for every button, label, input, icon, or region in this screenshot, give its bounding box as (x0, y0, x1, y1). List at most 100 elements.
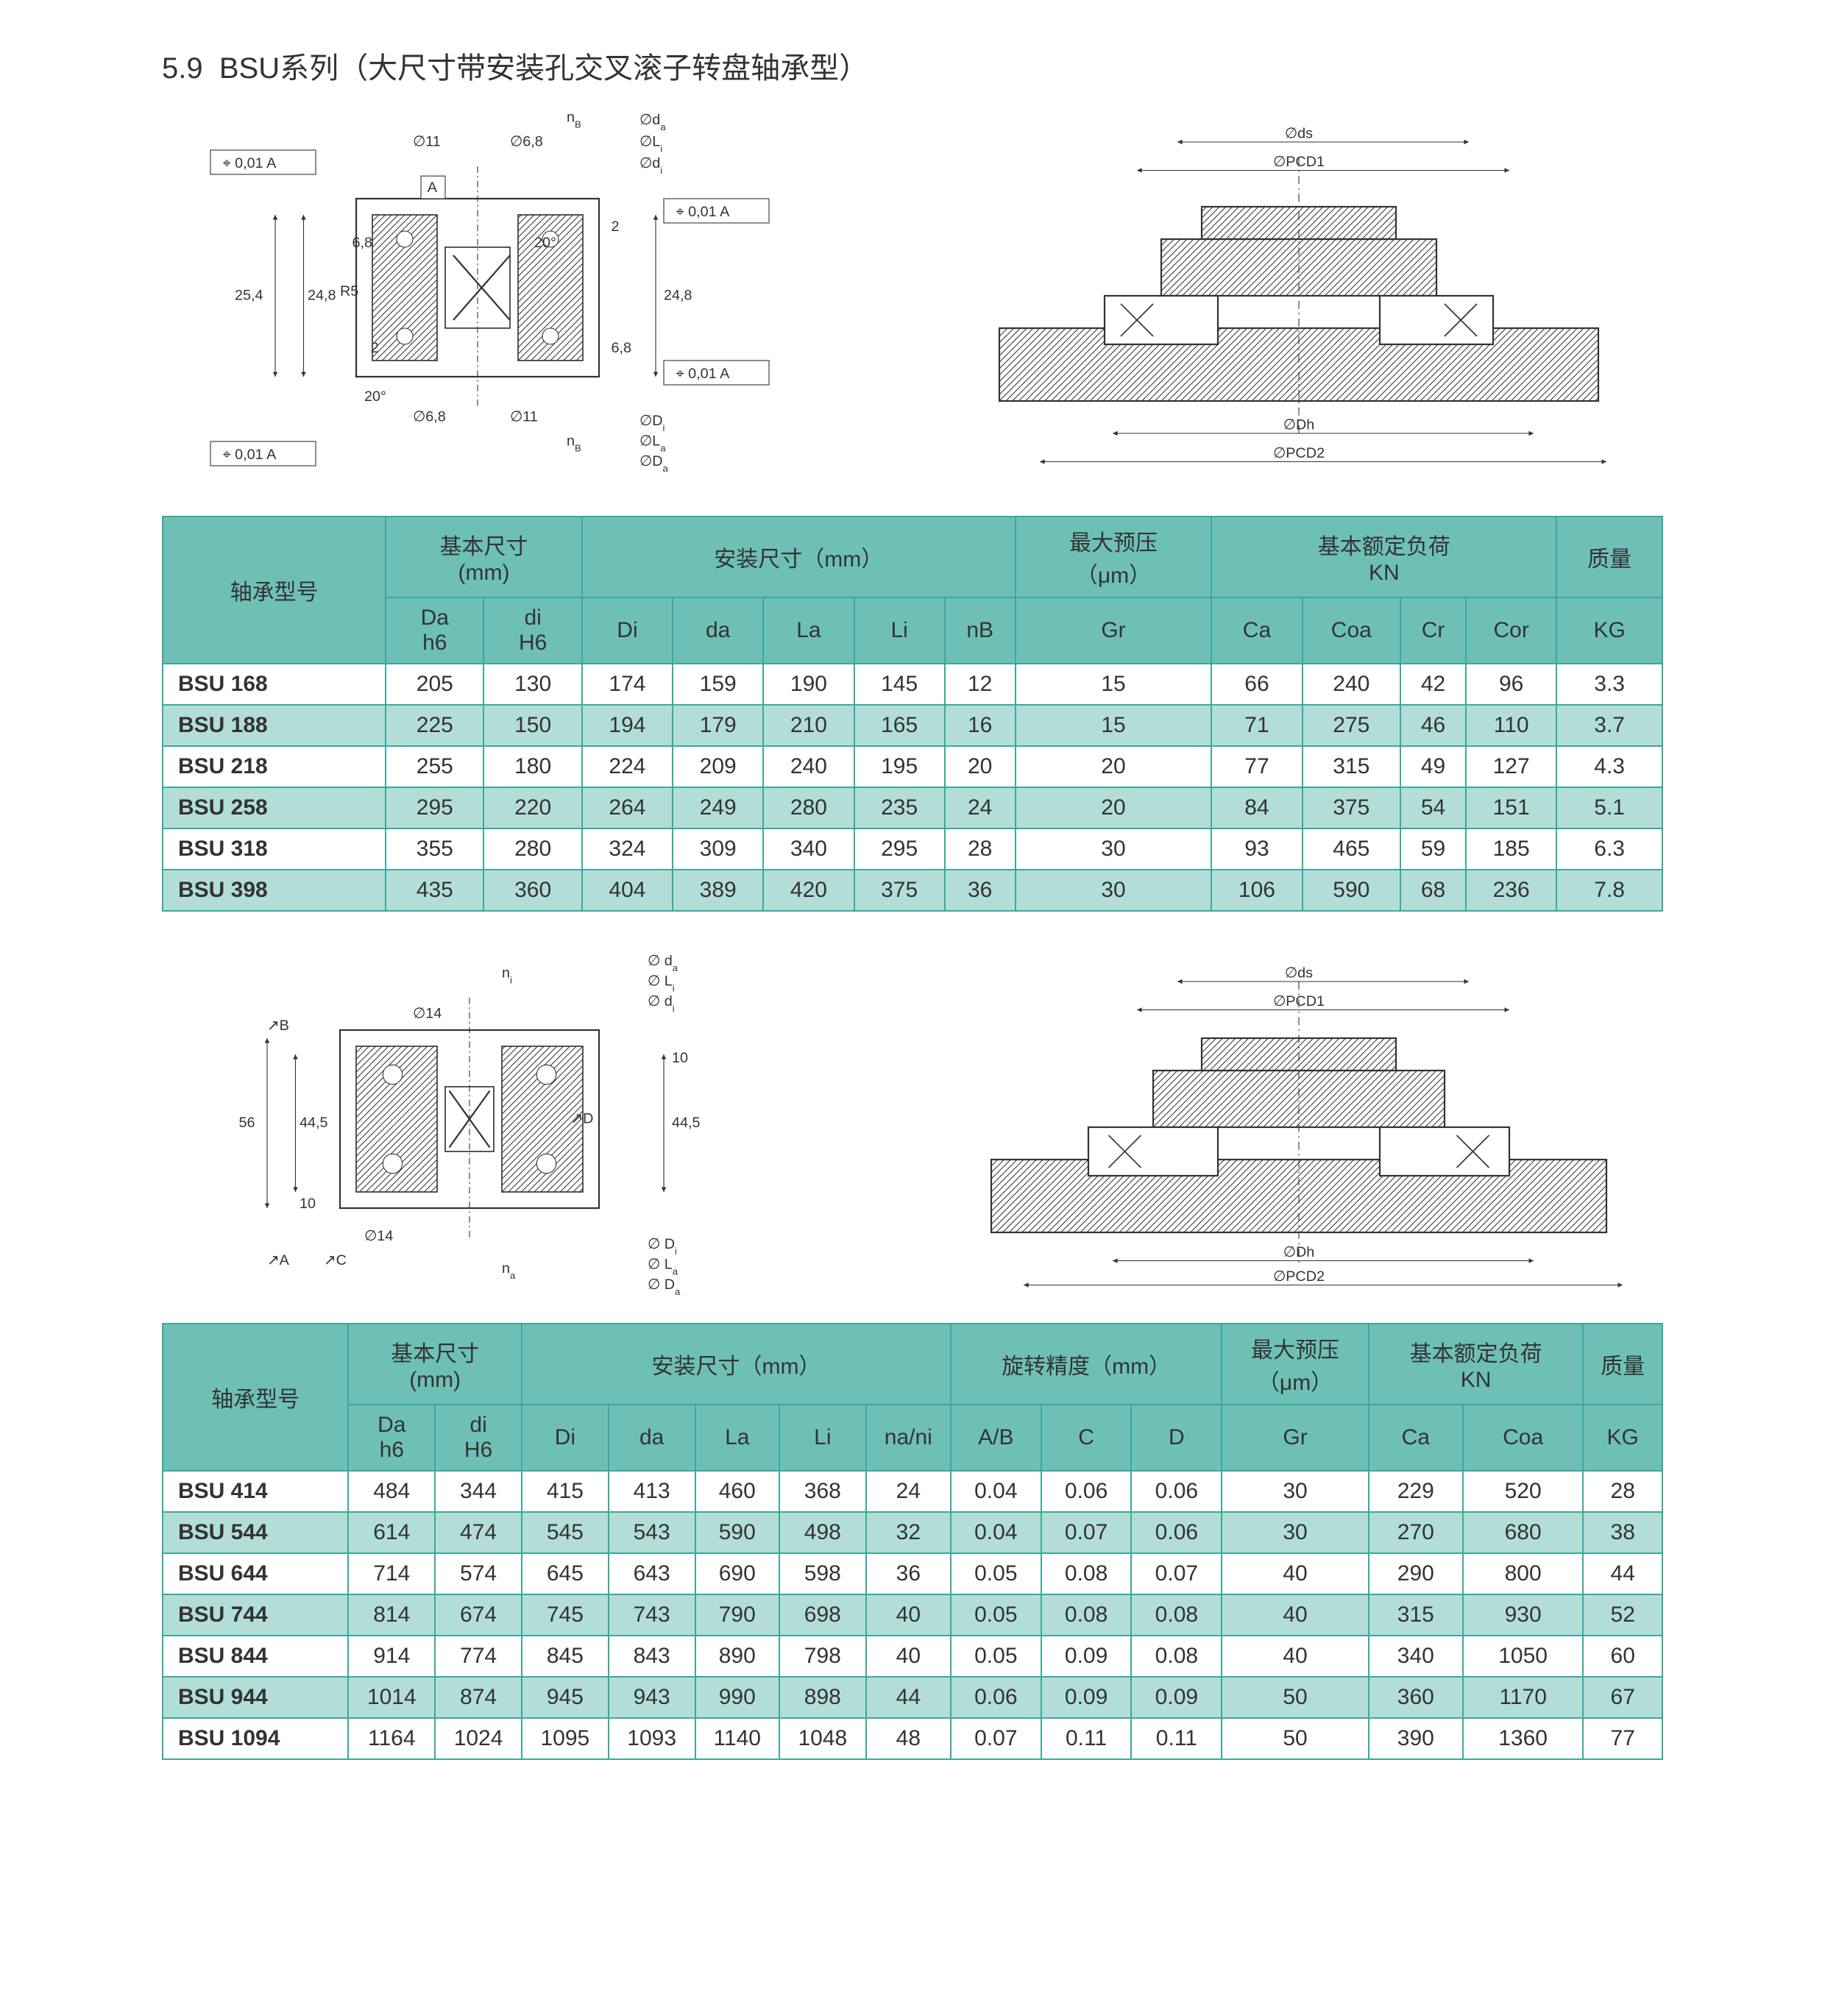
svg-text:24,8: 24,8 (308, 288, 336, 304)
t1-hdr-model: 轴承型号 (163, 517, 386, 664)
svg-text:↗C: ↗C (324, 1252, 347, 1268)
t1-hdr-Coa: Coa (1303, 597, 1400, 664)
section-title: 5.9 BSU系列（大尺寸带安装孔交叉滚子转盘轴承型） (162, 44, 1663, 87)
data-cell: 130 (483, 664, 581, 705)
data-cell: 574 (435, 1553, 522, 1594)
svg-text:ni: ni (502, 965, 512, 986)
data-cell: 84 (1211, 787, 1302, 828)
svg-text:24,8: 24,8 (664, 288, 692, 304)
data-cell: 40 (1222, 1553, 1369, 1594)
t1-hdr-Li: Li (854, 597, 945, 664)
data-cell: 0.06 (951, 1677, 1041, 1718)
diagram-assembly-2: ∅ds ∅PCD1 ∅Dh ∅PCD2 (935, 941, 1663, 1301)
svg-text:⌖ 0,01 A: ⌖ 0,01 A (223, 447, 277, 463)
data-cell: 195 (854, 746, 945, 787)
t2-hdr-La: La (695, 1405, 779, 1471)
data-cell: 355 (386, 828, 483, 870)
t1-hdr-KG: KG (1556, 597, 1662, 664)
data-cell: 598 (779, 1553, 866, 1594)
data-cell: 77 (1583, 1718, 1662, 1759)
data-cell: 235 (854, 787, 945, 828)
model-cell: BSU 844 (163, 1636, 348, 1677)
data-cell: 209 (673, 746, 763, 787)
t2-hdr-Gr: Gr (1222, 1405, 1369, 1471)
data-cell: 774 (435, 1636, 522, 1677)
data-cell: 54 (1400, 787, 1466, 828)
data-cell: 67 (1583, 1677, 1662, 1718)
svg-text:∅6,8: ∅6,8 (413, 409, 446, 425)
data-cell: 185 (1466, 828, 1556, 870)
t1-hdr-Da: Dah6 (386, 597, 483, 664)
data-cell: 0.09 (1041, 1677, 1132, 1718)
svg-text:44,5: 44,5 (300, 1115, 328, 1131)
data-cell: 145 (854, 664, 945, 705)
data-cell: 1014 (348, 1677, 435, 1718)
data-cell: 38 (1583, 1512, 1662, 1553)
t2-hdr-rated: 基本额定负荷KN (1369, 1324, 1584, 1405)
data-cell: 60 (1583, 1636, 1662, 1677)
table-row: BSU 258295220264249280235242084375541515… (163, 787, 1662, 828)
data-cell: 590 (1303, 870, 1400, 911)
t2-hdr-preload: 最大预压（μm） (1222, 1324, 1369, 1405)
t1-hdr-Cor: Cor (1466, 597, 1556, 664)
table-row: BSU 844914774845843890798400.050.090.084… (163, 1636, 1662, 1677)
data-cell: 845 (522, 1636, 609, 1677)
data-cell: 59 (1400, 828, 1466, 870)
data-cell: 44 (866, 1677, 951, 1718)
data-cell: 225 (386, 705, 483, 746)
data-cell: 0.08 (1041, 1553, 1132, 1594)
data-cell: 20 (1016, 787, 1212, 828)
svg-text:∅ Li: ∅ Li (648, 973, 675, 994)
table-row: BSU 414484344415413460368240.040.060.063… (163, 1471, 1662, 1512)
data-cell: 890 (695, 1636, 779, 1677)
table-1: 轴承型号 基本尺寸(mm) 安装尺寸（mm） 最大预压（μm） 基本额定负荷KN… (162, 516, 1663, 912)
data-cell: 590 (695, 1512, 779, 1553)
data-cell: 1048 (779, 1718, 866, 1759)
data-cell: 249 (673, 787, 763, 828)
model-cell: BSU 944 (163, 1677, 348, 1718)
data-cell: 790 (695, 1594, 779, 1636)
data-cell: 127 (1466, 746, 1556, 787)
t1-hdr-mount: 安装尺寸（mm） (582, 517, 1016, 597)
data-cell: 290 (1369, 1553, 1463, 1594)
table-row: BSU 218255180224209240195202077315491274… (163, 746, 1662, 787)
data-cell: 24 (945, 787, 1016, 828)
svg-text:∅ Da: ∅ Da (648, 1277, 681, 1297)
data-cell: 3.3 (1556, 664, 1662, 705)
data-cell: 0.05 (951, 1636, 1041, 1677)
data-cell: 0.05 (951, 1553, 1041, 1594)
table-row: BSU 318355280324309340295283093465591856… (163, 828, 1662, 870)
model-cell: BSU 644 (163, 1553, 348, 1594)
data-cell: 484 (348, 1471, 435, 1512)
data-cell: 240 (1303, 664, 1400, 705)
data-cell: 110 (1466, 705, 1556, 746)
data-cell: 390 (1369, 1718, 1463, 1759)
data-cell: 24 (866, 1471, 951, 1512)
data-cell: 93 (1211, 828, 1302, 870)
data-cell: 914 (348, 1636, 435, 1677)
t2-hdr-rotacc: 旋转精度（mm） (951, 1324, 1222, 1405)
data-cell: 6.3 (1556, 828, 1662, 870)
t2-hdr-basic: 基本尺寸(mm) (348, 1324, 522, 1405)
svg-text:∅di: ∅di (639, 155, 662, 176)
data-cell: 0.05 (951, 1594, 1041, 1636)
svg-text:∅Li: ∅Li (639, 134, 662, 155)
svg-text:6,8: 6,8 (352, 235, 372, 251)
data-cell: 264 (582, 787, 673, 828)
svg-text:25,4: 25,4 (235, 288, 263, 304)
data-cell: 295 (386, 787, 483, 828)
page: 5.9 BSU系列（大尺寸带安装孔交叉滚子转盘轴承型） (0, 0, 1825, 1848)
data-cell: 20 (1016, 746, 1212, 787)
data-cell: 315 (1369, 1594, 1463, 1636)
t2-hdr-di: diH6 (435, 1405, 522, 1471)
model-cell: BSU 258 (163, 787, 386, 828)
svg-text:∅ di: ∅ di (648, 993, 675, 1014)
data-cell: 236 (1466, 870, 1556, 911)
data-cell: 49 (1400, 746, 1466, 787)
data-cell: 698 (779, 1594, 866, 1636)
data-cell: 498 (779, 1512, 866, 1553)
t2-hdr-Di: Di (522, 1405, 609, 1471)
t2-hdr-C: C (1041, 1405, 1132, 1471)
data-cell: 106 (1211, 870, 1302, 911)
t2-hdr-da: da (609, 1405, 695, 1471)
